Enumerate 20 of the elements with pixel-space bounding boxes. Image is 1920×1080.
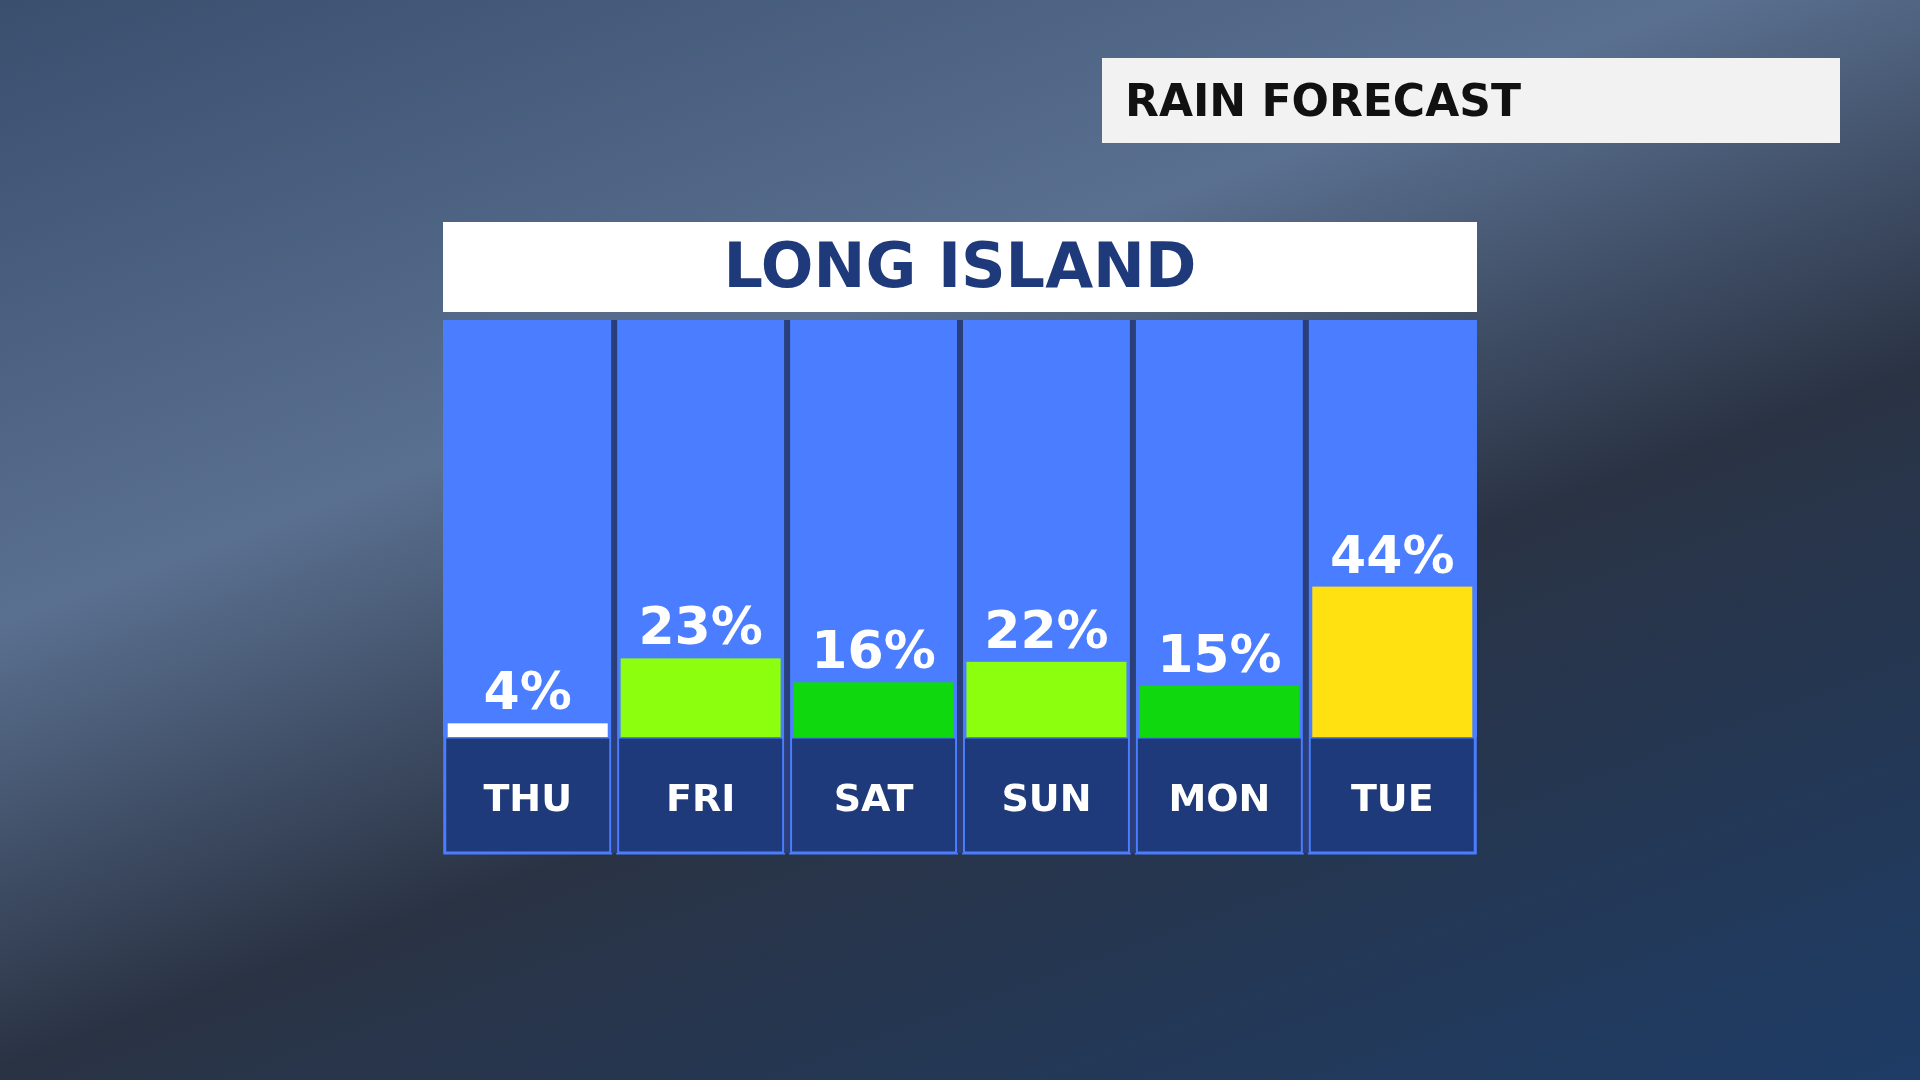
chart-title: RAIN FORECAST [1125,75,1521,126]
data-label: 16% [811,620,936,681]
x-tick-label: MON [1168,776,1271,820]
x-tick-label: THU [483,776,573,820]
x-tick-label: SAT [833,776,914,820]
chart-subtitle: LONG ISLAND [723,229,1197,302]
data-label: 15% [1157,623,1282,684]
bar [793,682,954,737]
bar [1312,586,1473,737]
bar [620,658,781,737]
x-tick-label: SUN [1001,776,1092,820]
data-label: 22% [984,599,1109,660]
data-label: 44% [1330,524,1455,585]
bar [447,723,608,737]
data-label: 23% [638,596,763,657]
bar [966,661,1127,737]
bar [1139,685,1300,737]
x-tick-label: TUE [1350,776,1434,820]
x-tick-label: FRI [665,776,736,820]
data-label: 4% [483,661,572,722]
